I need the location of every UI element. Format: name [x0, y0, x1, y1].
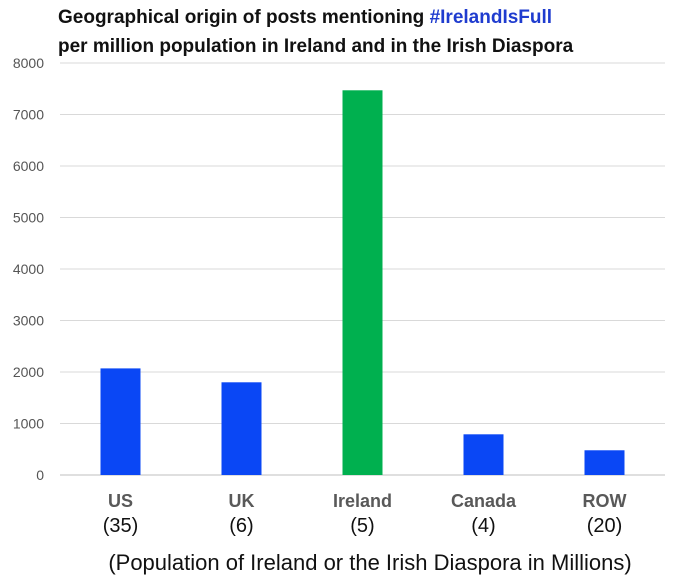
category-sublabel: (20) [587, 515, 623, 537]
x-axis-label: (Population of Ireland or the Irish Dias… [108, 550, 631, 575]
chart-title-line2: per million population in Ireland and in… [58, 36, 574, 57]
bar-uk [221, 382, 262, 475]
category-label: US [108, 491, 133, 511]
chart-title-hashtag: #IrelandIsFull [430, 7, 552, 28]
y-tick-label: 1000 [13, 416, 44, 432]
category-label: Canada [451, 491, 517, 511]
category-labels: US (35) UK (6) Ireland (5) Canada (4) ROW (20) [103, 491, 627, 537]
category-sublabel: (5) [350, 515, 374, 537]
y-tick-label: 8000 [13, 55, 44, 71]
category-sublabel: (35) [103, 515, 139, 537]
chart-title-prefix: Geographical origin of posts mentioning [58, 7, 430, 28]
category-sublabel: (4) [471, 515, 495, 537]
y-tick-label: 3000 [13, 313, 44, 329]
bar-us [100, 368, 141, 475]
chart-title-line1: Geographical origin of posts mentioning … [58, 7, 552, 28]
category-sublabel: (6) [229, 515, 253, 537]
category-label: ROW [583, 491, 627, 511]
category-label: UK [229, 491, 255, 511]
bars [100, 90, 625, 476]
bar-row [584, 450, 625, 475]
y-tick-label: 5000 [13, 210, 44, 226]
y-tick-label: 7000 [13, 107, 44, 123]
y-tick-label: 2000 [13, 364, 44, 380]
y-tick-label: 4000 [13, 261, 44, 277]
bar-ireland [342, 90, 383, 476]
category-label: Ireland [333, 491, 392, 511]
y-axis-tick-labels: 0 1000 2000 3000 4000 5000 6000 7000 8000 [13, 55, 44, 483]
y-tick-label: 0 [36, 467, 44, 483]
y-tick-label: 6000 [13, 158, 44, 174]
bar-canada [463, 434, 504, 475]
